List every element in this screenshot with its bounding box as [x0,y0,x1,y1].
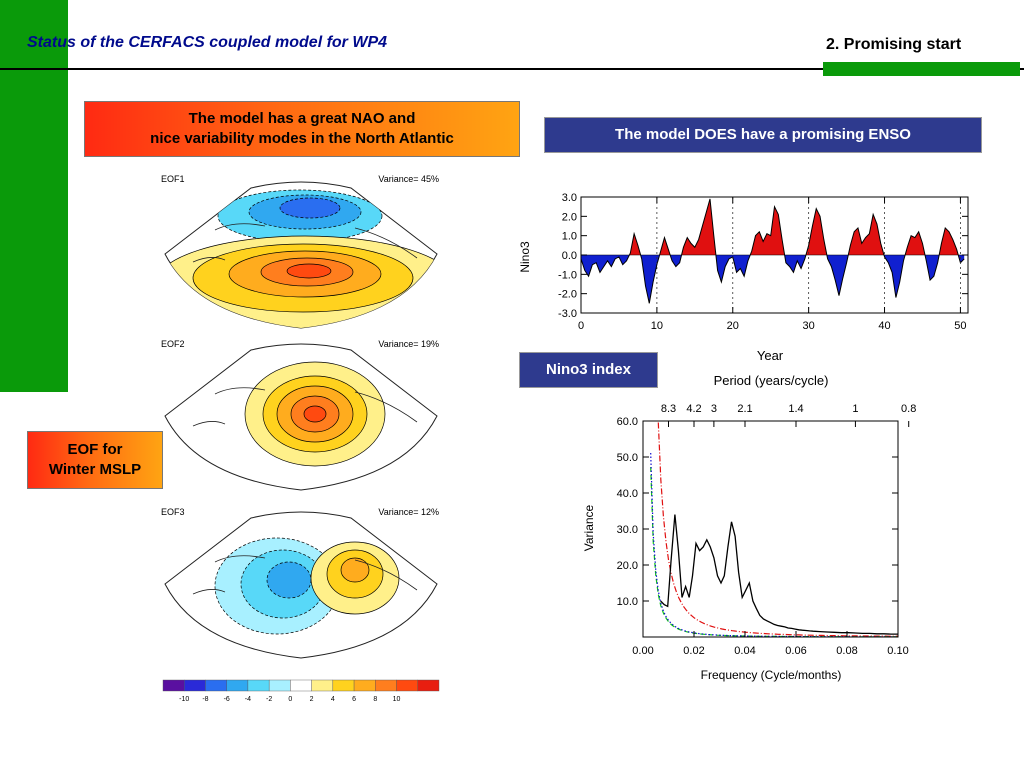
colorbar-tick-label: -2 [266,696,272,703]
nino3-y-tick-label: 2.0 [562,211,577,223]
spectrum-y-tick-label: 60.0 [617,416,638,428]
eof3-map: EOF3 Variance= 12% [161,507,439,659]
blue-dotted-reference-curve [650,452,898,638]
spectrum-y-tick-label: 50.0 [617,452,638,464]
colorbar-swatch [184,679,206,692]
eof-callout: EOF for Winter MSLP [27,431,163,489]
eof3-variance: Variance= 12% [378,507,439,517]
spectrum-x-tick-label: 0.04 [734,645,755,657]
colorbar-ticks: -10 -8 -6 -4 -2 0 2 4 6 8 10 [179,696,400,703]
eof2-variance: Variance= 19% [378,339,439,349]
colorbar-tick-label: 4 [331,696,335,703]
spectrum-top-tick-label: 8.3 [661,403,676,415]
slide-title: Status of the CERFACS coupled model for … [27,34,388,51]
nino3-x-tick-label: 50 [954,320,966,332]
colorbar-swatch [375,679,397,692]
colorbar-swatch [332,679,355,692]
colorbar-swatch [226,679,249,692]
nino3-y-tick-label: 0.0 [562,250,577,262]
colorbar-swatch [205,679,227,692]
spectrum-frame [642,420,899,638]
eof1-label: EOF1 [161,174,185,184]
eof2-map: EOF2 Variance= 19% [161,339,439,491]
nino3-plot-area: 3.0 2.0 1.0 0.0 -1.0 -2.0 -3.00 10 20 30 40 50 [558,192,969,332]
eof-callout-line2: Winter MSLP [48,461,142,478]
spectrum-y-tick-label: 30.0 [617,524,638,536]
nino3-positive-area [629,198,959,255]
nino3-y-tick-label: -1.0 [558,269,577,281]
nino3-y-tick-label: 1.0 [562,231,577,243]
spectrum-x-tick-label: 0.02 [683,645,704,657]
nino3-y-tick-label: -2.0 [558,289,577,301]
nino3-x-tick-label: 30 [803,320,815,332]
colorbar-tick-label: -8 [202,696,208,703]
colorbar-tick-label: -6 [224,696,230,703]
eof2-label: EOF2 [161,339,185,349]
colorbar-tick-label: 8 [373,696,377,703]
spectrum-top-axis-label: Period (years/cycle) [714,373,829,388]
colorbar-tick-label: -10 [179,696,189,703]
spectrum-series-line [660,514,898,635]
nino3-timeseries-chart: Nino3 Year 3.0 2.0 1.0 0.0 -1.0 -2.0 -3.00 10 20… [518,192,969,363]
section-label: 2. Promising start [826,36,962,53]
enso-callout: The model DOES have a promising ENSO [544,117,982,153]
spectrum-top-tick-label: 3 [711,403,717,415]
spectrum-x-axis-label: Frequency (Cycle/months) [701,668,842,682]
colorbar-swatch [311,679,334,692]
nino3-x-axis-label: Year [757,348,784,363]
spectrum-x-tick-label: 0.06 [785,645,806,657]
spectrum-y-axis-label: Variance [582,504,596,551]
colorbar-tick-label: 0 [288,696,292,703]
nino3-x-tick-label: 0 [578,320,584,332]
colorbar-swatch [247,679,270,692]
spectrum-top-tick-label: 2.1 [737,403,752,415]
spectrum-chart: Period (years/cycle) Variance Frequency … [582,373,917,682]
colorbar-swatch [396,679,418,692]
red-dashdot-reference-curve [657,422,898,637]
green-side-bar [0,0,68,392]
spectrum-x-tick-label: 0.00 [632,645,653,657]
spectrum-x-tick-label: 0.10 [887,645,908,657]
spectrum-y-tick-label: 10.0 [617,596,638,608]
nino3-negative-area [581,255,965,304]
eof-maps-panel: EOF1 Variance= 45% EOF2 Variance= 19% [161,174,440,703]
green-dashed-reference-curve [650,466,898,638]
colorbar-swatch [268,679,291,692]
nino3-y-tick-label: -3.0 [558,308,577,320]
eof1-variance: Variance= 45% [378,174,439,184]
colorbar-swatch [353,679,376,692]
nino3-y-axis-label: Nino3 [518,241,532,273]
colorbar [162,679,440,692]
header-rule [0,68,1024,70]
colorbar-swatch [290,679,312,692]
eof-callout-line1: EOF for [67,441,123,458]
nino3-x-tick-label: 20 [727,320,739,332]
spectrum-top-tick-label: 1 [852,403,858,415]
spectrum-y-tick-label: 40.0 [617,488,638,500]
nino3-y-tick-label: 3.0 [562,192,577,204]
nino3-x-tick-label: 10 [651,320,663,332]
colorbar-tick-label: 10 [393,696,401,703]
colorbar-tick-label: 2 [310,696,314,703]
colorbar-tick-label: 6 [352,696,356,703]
eof3-label: EOF3 [161,507,185,517]
colorbar-tick-label: -4 [245,696,251,703]
spectrum-top-tick-label: 1.4 [788,403,803,415]
colorbar-swatch [162,679,185,692]
nino3-x-tick-label: 40 [878,320,890,332]
nino3-series-line [580,198,965,304]
nao-callout-line2: nice variability modes in the North Atla… [150,130,454,147]
nao-callout-line1: The model has a great NAO and [188,110,416,127]
spectrum-top-tick-label: 4.2 [686,403,701,415]
green-accent-tab [823,62,1020,76]
spectrum-top-tick-label: 0.8 [901,403,916,415]
nao-callout: The model has a great NAO and nice varia… [84,101,520,157]
eof1-map: EOF1 Variance= 45% [161,174,439,329]
spectrum-x-tick-label: 0.08 [836,645,857,657]
nino3-callout: Nino3 index [519,352,658,388]
colorbar-swatch [417,679,440,692]
spectrum-plot-area: 10.0 20.0 30.0 40.0 50.0 60.0 0.00 0.02 0.04 0.06… [617,403,917,657]
spectrum-y-tick-label: 20.0 [617,560,638,572]
